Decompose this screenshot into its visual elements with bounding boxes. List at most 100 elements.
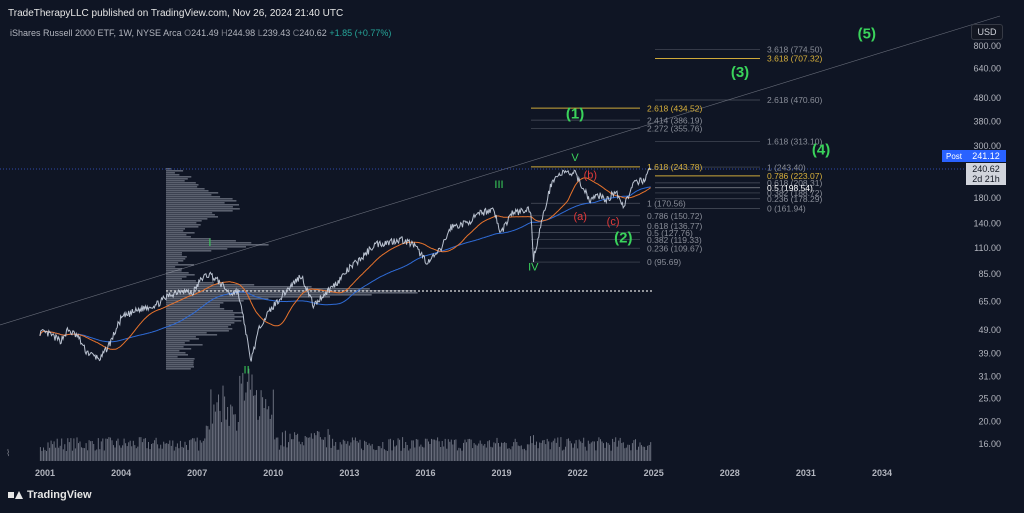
volume-bar [536, 441, 537, 461]
volume-bar [342, 439, 344, 461]
volume-bar [263, 408, 265, 461]
volume-profile-bar [166, 222, 197, 224]
volume-bar [198, 450, 200, 461]
volume-bar [256, 390, 257, 461]
volume-bar [243, 400, 245, 461]
volume-profile-bar [166, 324, 231, 326]
volume-bar [533, 435, 534, 461]
volume-bar [633, 440, 635, 461]
volume-bar [584, 446, 586, 461]
volume-bar [90, 441, 92, 461]
volume-bar [394, 446, 396, 461]
volume-profile-bar [166, 344, 203, 346]
volume-profile-bar [166, 308, 225, 310]
volume-profile-bar [166, 188, 205, 190]
volume-bar [598, 437, 600, 461]
x-tick-label: 2025 [644, 468, 664, 478]
volume-bar [82, 447, 84, 461]
symbol-legend[interactable]: iShares Russell 2000 ETF, 1W, NYSE Arca … [10, 28, 391, 38]
volume-profile-bar [166, 216, 218, 218]
volume-bar [388, 439, 390, 461]
volume-bar [581, 442, 583, 461]
volume-profile-bar [166, 280, 196, 282]
volume-bar [464, 439, 466, 461]
volume-bar [114, 447, 116, 461]
volume-bar [70, 438, 72, 461]
volume-bar [631, 443, 633, 461]
volume-bar [377, 446, 379, 461]
y-tick-label: 39.00 [978, 348, 1001, 358]
volume-bar [373, 449, 375, 461]
fib-set-2-label: 0.5 (198.54) [767, 183, 813, 193]
volume-profile-bar [166, 294, 372, 296]
volume-bar [351, 437, 353, 461]
wave-label: (1) [566, 106, 584, 123]
tradingview-logo[interactable]: TradingView [8, 489, 92, 501]
volume-bar [345, 443, 347, 461]
volume-bar [446, 448, 448, 461]
ohlc-close: 240.62 [299, 28, 327, 38]
volume-bar [155, 437, 157, 461]
volume-bar [172, 440, 174, 461]
volume-bar [68, 442, 70, 461]
volume-bar [344, 440, 346, 461]
volume-bar [123, 438, 125, 461]
volume-bar [257, 419, 259, 461]
volume-bar [371, 444, 373, 461]
volume-profile-bar [166, 274, 195, 276]
volume-bar [501, 442, 502, 461]
volume-bar [187, 449, 189, 461]
volume-bar [148, 442, 149, 461]
volume-bar [627, 444, 629, 461]
volume-bar [362, 450, 364, 461]
volume-bar [67, 438, 69, 461]
volume-bar [630, 450, 632, 461]
currency-button[interactable]: USD [971, 24, 1003, 40]
volume-bar [374, 450, 376, 461]
channel-trendline [0, 15, 1001, 326]
volume-bar [578, 439, 580, 461]
volume-bar [616, 446, 618, 461]
volume-bar [61, 438, 63, 461]
volume-bar [218, 394, 219, 461]
wave-label: (4) [812, 142, 830, 159]
volume-bar [545, 444, 547, 461]
volume-bar [173, 450, 175, 461]
volume-bar [158, 448, 160, 461]
volume-bar [551, 442, 553, 461]
volume-profile-bar [166, 210, 233, 212]
volume-profile-bar [166, 336, 196, 338]
volume-bar [624, 448, 626, 461]
volume-profile-bar [166, 256, 187, 258]
volume-profile-bar [166, 282, 214, 284]
volume-bar [122, 445, 124, 461]
volume-profile-bar [166, 322, 235, 324]
volume-bar [435, 440, 437, 461]
x-tick-label: 2001 [35, 468, 55, 478]
volume-profile-bar [166, 258, 186, 260]
price-line [39, 167, 652, 362]
volume-bar [478, 443, 480, 461]
volume-profile-bar [166, 202, 225, 204]
volume-bar [449, 441, 451, 461]
volume-bar [234, 414, 236, 461]
wave-label: (a) [573, 211, 586, 223]
fib-set-2-label: 0.236 (178.29) [767, 194, 822, 204]
volume-bar [146, 448, 148, 461]
volume-bar [601, 441, 603, 461]
volume-bar [189, 440, 191, 461]
volume-bar [428, 441, 429, 461]
volume-bar [224, 396, 226, 461]
volume-bar [202, 440, 204, 461]
volume-bar [499, 446, 501, 461]
y-tick-label: 640.00 [973, 64, 1001, 74]
volume-bar [338, 449, 340, 461]
wave-label: IV [528, 262, 539, 274]
volume-bar [610, 450, 612, 461]
fib-set-1-label: 0.786 (150.72) [647, 211, 702, 221]
volume-profile-bar [166, 310, 234, 312]
ohlc-open: 241.49 [191, 28, 219, 38]
volume-bar [319, 437, 321, 461]
